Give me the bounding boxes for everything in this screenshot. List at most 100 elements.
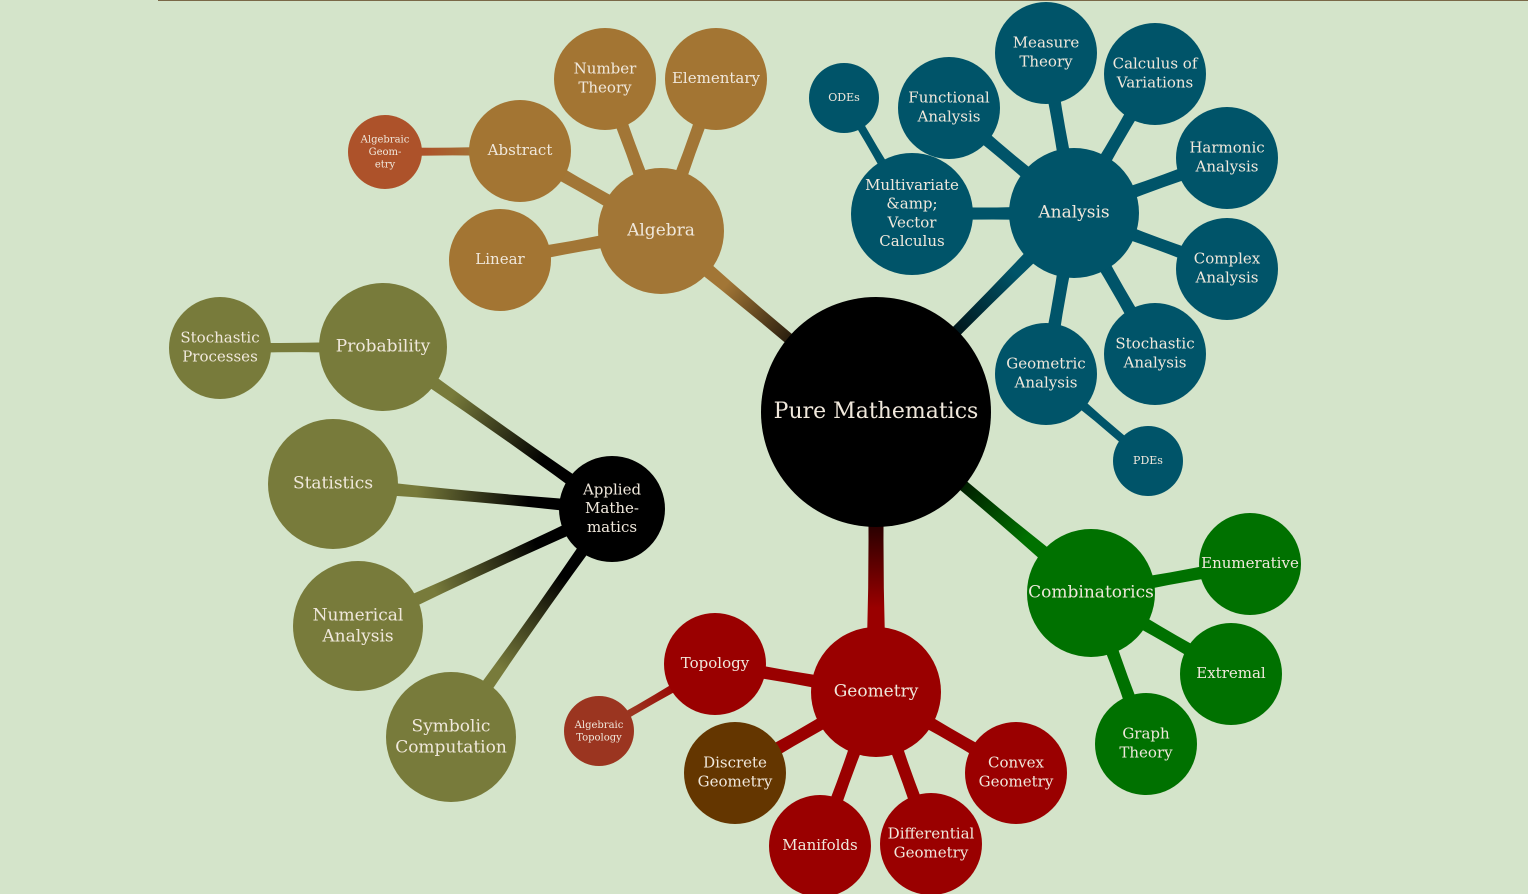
applied-node: Applied Mathe-matics	[559, 456, 665, 562]
root-circle	[761, 297, 991, 527]
enumerative-node: Enumerative	[1199, 513, 1301, 615]
abstract-circle	[469, 100, 571, 202]
number-theory-circle	[554, 28, 656, 130]
measure-circle	[995, 2, 1097, 104]
statistics-circle	[268, 419, 398, 549]
pdes-circle	[1113, 426, 1183, 496]
statistics-label: Statistics	[293, 474, 373, 494]
combinatorics-circle	[1027, 529, 1155, 657]
extremal-circle	[1180, 623, 1282, 725]
elementary-circle	[665, 28, 767, 130]
algebra-circle	[598, 168, 724, 294]
stochastic-processes-circle	[169, 297, 271, 399]
measure-label: Measure Theory	[1013, 34, 1080, 71]
applied-circle	[559, 456, 665, 562]
calc-variations-node: Calculus of Variations	[1104, 23, 1206, 125]
convex-geometry-node: Convex Geometry	[965, 722, 1067, 824]
combinatorics-node: Combinatorics	[1027, 529, 1155, 657]
graph-theory-label: Graph Theory	[1119, 725, 1173, 762]
geometric-analysis-circle	[995, 323, 1097, 425]
algebraic-geometry-node: Algebraic Geom-etry	[348, 115, 422, 189]
abstract-node: Abstract	[469, 100, 571, 202]
odes-label: ODEs	[828, 91, 860, 104]
extremal-node: Extremal	[1180, 623, 1282, 725]
analysis-node: Analysis	[1009, 148, 1139, 278]
edge-applied-to-statistics	[332, 476, 613, 516]
odes-circle	[809, 63, 879, 133]
probability-circle	[319, 283, 447, 411]
symbolic-node: Symbolic Computation	[386, 672, 516, 802]
stochastic-processes-label: Stochastic Processes	[180, 329, 259, 366]
differential-geometry-node: Differential Geometry	[880, 793, 982, 894]
algebraic-topology-node: Algebraic Topology	[564, 696, 634, 766]
algebra-label: Algebra	[626, 221, 695, 241]
complex-node: Complex Analysis	[1176, 218, 1278, 320]
geometry-circle	[811, 627, 941, 757]
geometry-label: Geometry	[834, 682, 919, 702]
linear-label: Linear	[475, 250, 525, 268]
topology-label: Topology	[681, 654, 750, 672]
numerical-node: Numerical Analysis	[293, 561, 423, 691]
linear-circle	[449, 209, 551, 311]
discrete-geometry-circle	[684, 722, 786, 824]
analysis-circle	[1009, 148, 1139, 278]
functional-label: Functional Analysis	[908, 89, 990, 126]
top-divider	[158, 0, 1528, 1]
measure-node: Measure Theory	[995, 2, 1097, 104]
graph-theory-node: Graph Theory	[1095, 693, 1197, 795]
stochastic-analysis-circle	[1104, 303, 1206, 405]
stochastic-processes-node: Stochastic Processes	[169, 297, 271, 399]
symbolic-label: Symbolic Computation	[395, 716, 507, 757]
elementary-node: Elementary	[665, 28, 767, 130]
number-theory-label: Number Theory	[574, 60, 637, 97]
edge-applied-to-probability	[378, 340, 617, 515]
functional-node: Functional Analysis	[898, 57, 1000, 159]
harmonic-node: Harmonic Analysis	[1176, 107, 1278, 209]
elementary-label: Elementary	[672, 69, 761, 87]
stochastic-analysis-label: Stochastic Analysis	[1115, 335, 1194, 372]
complex-circle	[1176, 218, 1278, 320]
numerical-label: Numerical Analysis	[313, 605, 404, 646]
calc-variations-label: Calculus of Variations	[1113, 55, 1199, 92]
pdes-node: PDEs	[1113, 426, 1183, 496]
applied-label: Applied Mathe-matics	[582, 480, 642, 536]
enumerative-label: Enumerative	[1201, 554, 1299, 572]
convex-geometry-circle	[965, 722, 1067, 824]
symbolic-circle	[386, 672, 516, 802]
multivariate-node: Multivariate &amp; Vector Calculus	[851, 153, 973, 275]
edge-applied-to-symbolic	[444, 504, 618, 742]
number-theory-node: Number Theory	[554, 28, 656, 130]
enumerative-circle	[1199, 513, 1301, 615]
algebraic-geometry-label: Algebraic Geom-etry	[360, 134, 410, 170]
statistics-node: Statistics	[268, 419, 398, 549]
root-node: Pure Mathematics	[761, 297, 991, 527]
linear-node: Linear	[449, 209, 551, 311]
algebraic-geometry-circle	[348, 115, 422, 189]
algebraic-topology-circle	[564, 696, 634, 766]
manifolds-node: Manifolds	[769, 795, 871, 894]
root-label: Pure Mathematics	[774, 399, 979, 424]
discrete-geometry-label: Discrete Geometry	[698, 754, 773, 791]
calc-variations-circle	[1104, 23, 1206, 125]
geometry-node: Geometry	[811, 627, 941, 757]
graph-theory-circle	[1095, 693, 1197, 795]
manifolds-circle	[769, 795, 871, 894]
mindmap-nodes: Pure Mathematics Algebra Abstract Algebraic…	[169, 2, 1301, 894]
analysis-label: Analysis	[1037, 203, 1109, 223]
abstract-label: Abstract	[487, 141, 553, 159]
multivariate-circle	[851, 153, 973, 275]
discrete-geometry-node: Discrete Geometry	[684, 722, 786, 824]
combinatorics-label: Combinatorics	[1028, 583, 1154, 603]
extremal-label: Extremal	[1196, 664, 1266, 682]
differential-geometry-circle	[880, 793, 982, 894]
edge-applied-to-numerical	[354, 502, 615, 634]
algebra-node: Algebra	[598, 168, 724, 294]
topology-node: Topology	[664, 613, 766, 715]
harmonic-label: Harmonic Analysis	[1189, 139, 1264, 176]
pdes-label: PDEs	[1133, 454, 1163, 467]
convex-geometry-label: Convex Geometry	[979, 754, 1054, 791]
complex-label: Complex Analysis	[1194, 250, 1261, 287]
multivariate-label: Multivariate &amp; Vector Calculus	[865, 176, 959, 250]
